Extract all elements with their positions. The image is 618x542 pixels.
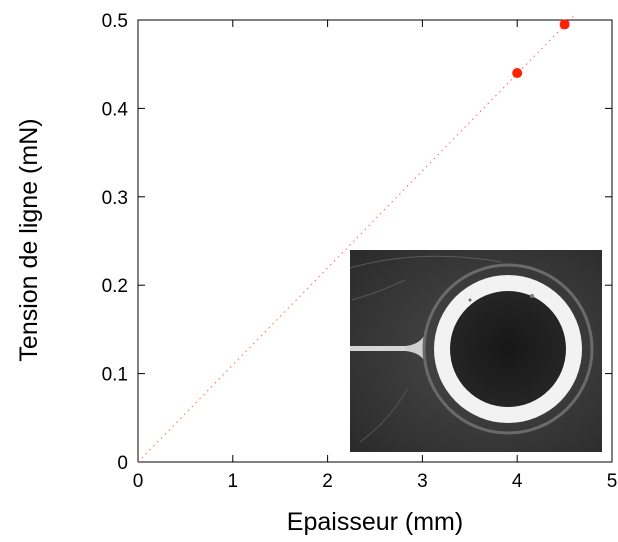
axis-ticks	[137, 19, 613, 463]
y-tick-label: 0.2	[102, 276, 128, 297]
x-tick-label: 4	[512, 471, 523, 492]
x-axis-title: Epaisseur (mm)	[287, 508, 463, 536]
tick-labels: 0 1 2 3 4 5 0 0.1 0.2 0.3 0.4 0.5	[102, 11, 618, 492]
data-point	[559, 19, 570, 30]
y-tick-label: 0	[117, 453, 128, 474]
y-tick-label: 0.1	[102, 365, 128, 386]
x-tick-label: 1	[228, 471, 239, 492]
x-tick-label: 0	[133, 471, 144, 492]
y-tick-label: 0.3	[102, 188, 128, 209]
y-tick-label: 0.5	[102, 11, 128, 32]
y-tick-label: 0.4	[102, 99, 129, 120]
y-axis-title: Tension de ligne (mN)	[15, 118, 43, 361]
inset-photo	[349, 250, 602, 452]
x-tick-label: 2	[322, 471, 333, 492]
data-point	[512, 68, 523, 79]
data-points	[512, 19, 570, 79]
plot-frame	[137, 19, 613, 463]
x-tick-label: 3	[417, 471, 428, 492]
x-tick-label: 5	[607, 471, 618, 492]
